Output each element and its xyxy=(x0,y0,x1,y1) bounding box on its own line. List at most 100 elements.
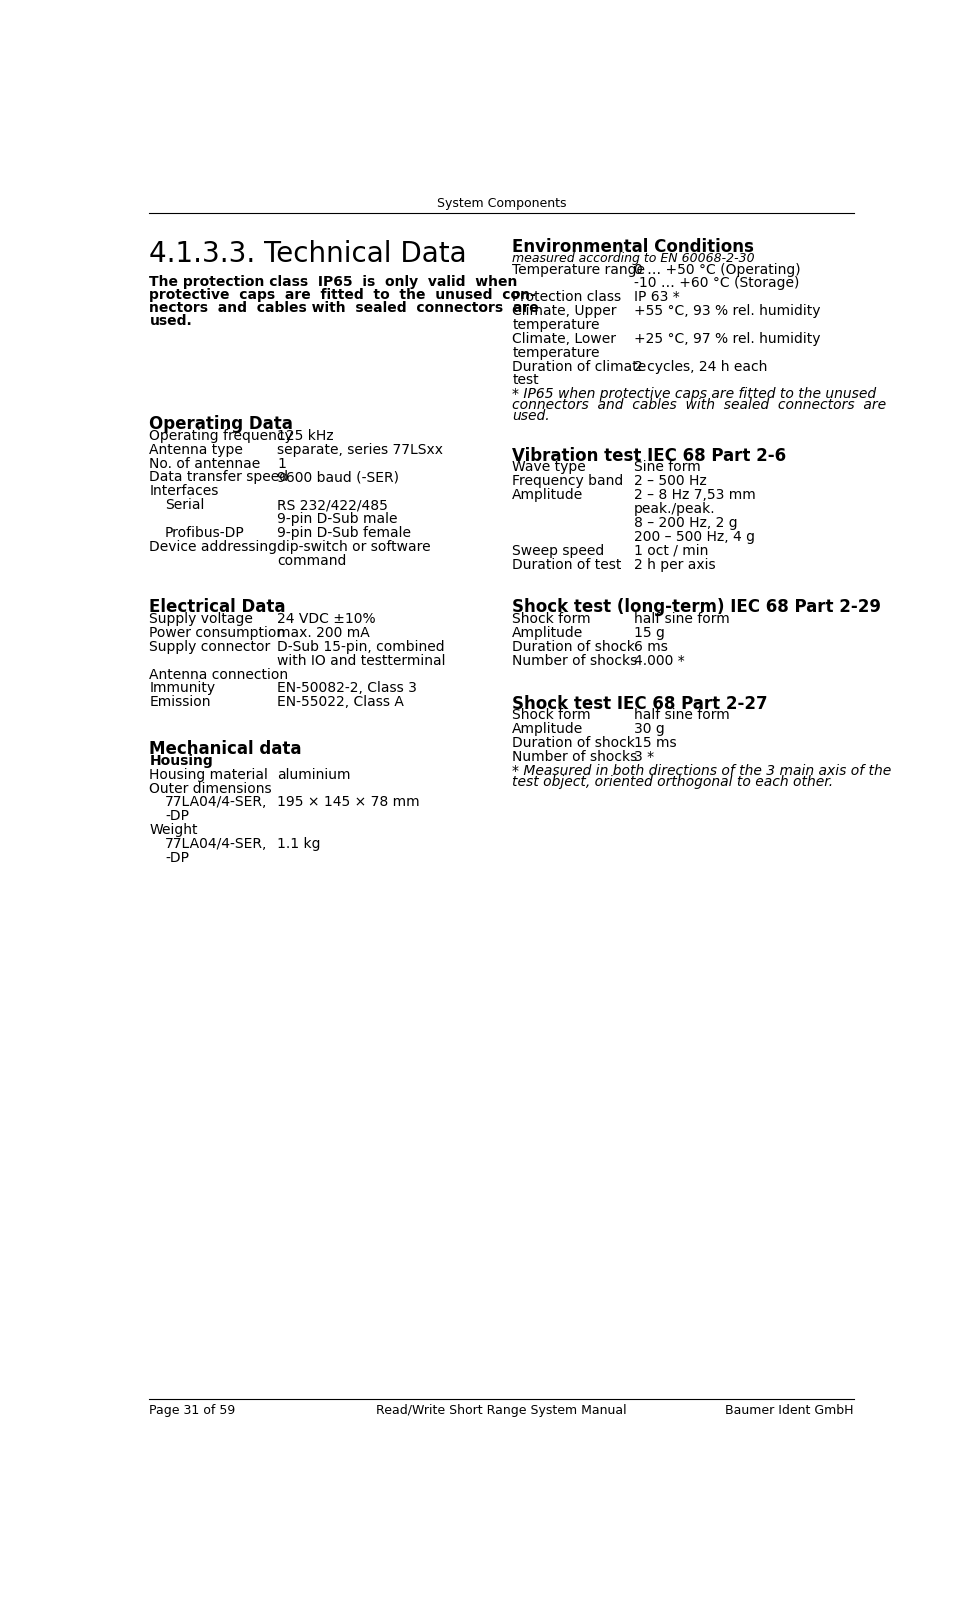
Text: Baumer Ident GmbH: Baumer Ident GmbH xyxy=(725,1405,853,1417)
Text: Shock form: Shock form xyxy=(511,708,590,722)
Text: Number of shocks: Number of shocks xyxy=(511,749,637,764)
Text: 9600 baud (-SER): 9600 baud (-SER) xyxy=(277,470,399,484)
Text: Operating Data: Operating Data xyxy=(150,415,293,433)
Text: Vibration test IEC 68 Part 2-6: Vibration test IEC 68 Part 2-6 xyxy=(511,446,785,465)
Text: IP 63 *: IP 63 * xyxy=(633,291,679,304)
Text: Data transfer speed: Data transfer speed xyxy=(150,470,289,484)
Text: 8 – 200 Hz, 2 g: 8 – 200 Hz, 2 g xyxy=(633,516,736,531)
Text: protective  caps  are  fitted  to  the  unused  con-: protective caps are fitted to the unused… xyxy=(150,288,536,302)
Text: 200 – 500 Hz, 4 g: 200 – 500 Hz, 4 g xyxy=(633,531,754,543)
Text: Sine form: Sine form xyxy=(633,460,700,475)
Text: Duration of test: Duration of test xyxy=(511,558,621,572)
Text: 2 h per axis: 2 h per axis xyxy=(633,558,715,572)
Text: Read/Write Short Range System Manual: Read/Write Short Range System Manual xyxy=(376,1405,627,1417)
Text: Electrical Data: Electrical Data xyxy=(150,598,286,617)
Text: Profibus-DP: Profibus-DP xyxy=(165,526,244,540)
Text: Interfaces: Interfaces xyxy=(150,484,219,499)
Text: test object, oriented orthogonal to each other.: test object, oriented orthogonal to each… xyxy=(511,775,832,789)
Text: Environmental Conditions: Environmental Conditions xyxy=(511,238,753,256)
Text: Duration of climate: Duration of climate xyxy=(511,360,645,374)
Text: test: test xyxy=(511,374,538,387)
Text: -10 … +60 °C (Storage): -10 … +60 °C (Storage) xyxy=(633,276,798,291)
Text: Page 31 of 59: Page 31 of 59 xyxy=(150,1405,236,1417)
Text: +55 °C, 93 % rel. humidity: +55 °C, 93 % rel. humidity xyxy=(633,304,820,318)
Text: Emission: Emission xyxy=(150,695,211,710)
Text: 1 oct / min: 1 oct / min xyxy=(633,543,707,558)
Text: Wave type: Wave type xyxy=(511,460,586,475)
Text: RS 232/422/485: RS 232/422/485 xyxy=(277,499,388,513)
Text: Antenna type: Antenna type xyxy=(150,443,244,457)
Text: Immunity: Immunity xyxy=(150,681,215,695)
Text: temperature: temperature xyxy=(511,345,600,360)
Text: Serial: Serial xyxy=(165,499,204,513)
Text: D-Sub 15-pin, combined: D-Sub 15-pin, combined xyxy=(277,639,445,654)
Text: temperature: temperature xyxy=(511,318,600,332)
Text: EN-55022, Class A: EN-55022, Class A xyxy=(277,695,404,710)
Text: Climate, Lower: Climate, Lower xyxy=(511,332,615,345)
Text: System Components: System Components xyxy=(436,197,566,209)
Text: dip-switch or software: dip-switch or software xyxy=(277,540,430,555)
Text: Temperature range: Temperature range xyxy=(511,262,645,276)
Text: The protection class  IP65  is  only  valid  when: The protection class IP65 is only valid … xyxy=(150,275,517,289)
Text: Shock form: Shock form xyxy=(511,612,590,626)
Text: 77LA04/4-SER,: 77LA04/4-SER, xyxy=(165,796,267,810)
Text: Shock test (long-term) IEC 68 Part 2-29: Shock test (long-term) IEC 68 Part 2-29 xyxy=(511,598,880,617)
Text: Operating frequency: Operating frequency xyxy=(150,428,293,443)
Text: 9-pin D-Sub female: 9-pin D-Sub female xyxy=(277,526,411,540)
Text: command: command xyxy=(277,553,346,567)
Text: Housing material: Housing material xyxy=(150,767,268,781)
Text: with IO and testterminal: with IO and testterminal xyxy=(277,654,445,668)
Text: Protection class: Protection class xyxy=(511,291,621,304)
Text: used.: used. xyxy=(150,315,192,328)
Text: Duration of shock: Duration of shock xyxy=(511,737,635,749)
Text: 0 … +50 °C (Operating): 0 … +50 °C (Operating) xyxy=(633,262,800,276)
Text: Climate, Upper: Climate, Upper xyxy=(511,304,616,318)
Text: Supply connector: Supply connector xyxy=(150,639,271,654)
Text: Antenna connection: Antenna connection xyxy=(150,668,289,682)
Text: * Measured in both directions of the 3 main axis of the: * Measured in both directions of the 3 m… xyxy=(511,764,891,778)
Text: -DP: -DP xyxy=(165,809,189,823)
Text: 9-pin D-Sub male: 9-pin D-Sub male xyxy=(277,511,397,526)
Text: aluminium: aluminium xyxy=(277,767,350,781)
Text: -DP: -DP xyxy=(165,850,189,865)
Text: separate, series 77LSxx: separate, series 77LSxx xyxy=(277,443,443,457)
Text: 1.1 kg: 1.1 kg xyxy=(277,837,321,852)
Text: 4.1.3.3. Technical Data: 4.1.3.3. Technical Data xyxy=(150,240,467,267)
Text: peak./peak.: peak./peak. xyxy=(633,502,715,516)
Text: Shock test IEC 68 Part 2-27: Shock test IEC 68 Part 2-27 xyxy=(511,695,767,713)
Text: Sweep speed: Sweep speed xyxy=(511,543,603,558)
Text: Power consumption: Power consumption xyxy=(150,626,286,641)
Text: nectors  and  cables with  sealed  connectors  are: nectors and cables with sealed connector… xyxy=(150,300,539,315)
Text: max. 200 mA: max. 200 mA xyxy=(277,626,370,641)
Text: Amplitude: Amplitude xyxy=(511,722,583,737)
Text: EN-50082-2, Class 3: EN-50082-2, Class 3 xyxy=(277,681,417,695)
Text: 24 VDC ±10%: 24 VDC ±10% xyxy=(277,612,376,626)
Text: +25 °C, 97 % rel. humidity: +25 °C, 97 % rel. humidity xyxy=(633,332,820,345)
Text: 2 – 8 Hz 7,53 mm: 2 – 8 Hz 7,53 mm xyxy=(633,489,755,502)
Text: 6 ms: 6 ms xyxy=(633,639,667,654)
Text: 2 cycles, 24 h each: 2 cycles, 24 h each xyxy=(633,360,767,374)
Text: Supply voltage: Supply voltage xyxy=(150,612,253,626)
Text: Outer dimensions: Outer dimensions xyxy=(150,781,272,796)
Text: 1: 1 xyxy=(277,457,286,471)
Text: measured according to EN 60068-2-30: measured according to EN 60068-2-30 xyxy=(511,252,754,265)
Text: 3 *: 3 * xyxy=(633,749,653,764)
Text: 15 ms: 15 ms xyxy=(633,737,676,749)
Text: 4.000 *: 4.000 * xyxy=(633,654,684,668)
Text: 125 kHz: 125 kHz xyxy=(277,428,333,443)
Text: Device addressing: Device addressing xyxy=(150,540,277,555)
Text: * IP65 when protective caps are fitted to the unused: * IP65 when protective caps are fitted t… xyxy=(511,387,875,401)
Text: No. of antennae: No. of antennae xyxy=(150,457,260,471)
Text: half sine form: half sine form xyxy=(633,708,729,722)
Text: used.: used. xyxy=(511,409,550,423)
Text: 30 g: 30 g xyxy=(633,722,664,737)
Text: half sine form: half sine form xyxy=(633,612,729,626)
Text: Amplitude: Amplitude xyxy=(511,626,583,641)
Text: Mechanical data: Mechanical data xyxy=(150,740,301,757)
Text: connectors  and  cables  with  sealed  connectors  are: connectors and cables with sealed connec… xyxy=(511,398,885,412)
Text: Frequency band: Frequency band xyxy=(511,475,623,489)
Text: Amplitude: Amplitude xyxy=(511,489,583,502)
Text: Housing: Housing xyxy=(150,754,213,769)
Text: Duration of shock: Duration of shock xyxy=(511,639,635,654)
Text: 2 – 500 Hz: 2 – 500 Hz xyxy=(633,475,706,489)
